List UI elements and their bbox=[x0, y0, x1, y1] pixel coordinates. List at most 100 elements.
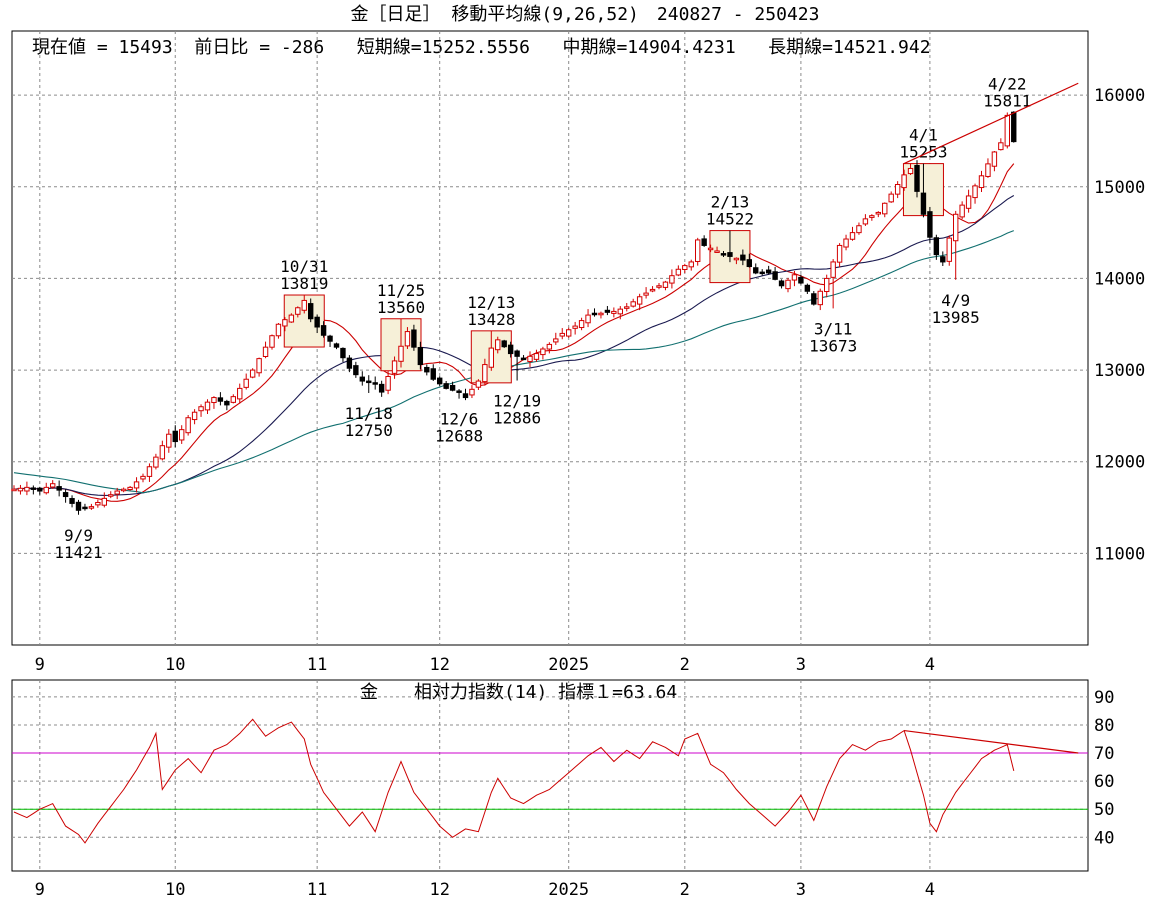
candle-body bbox=[701, 238, 707, 246]
candle-body bbox=[243, 378, 249, 388]
candle-body bbox=[836, 244, 843, 263]
candle-body bbox=[133, 481, 140, 489]
candle-body bbox=[514, 350, 520, 357]
rsi-x-tick: 2025 bbox=[548, 880, 589, 900]
candle-body bbox=[75, 501, 82, 511]
candle-body bbox=[972, 185, 978, 199]
candle-body bbox=[901, 174, 907, 189]
candle-body bbox=[217, 397, 224, 402]
candle-body bbox=[849, 232, 856, 240]
rsi-trend-line bbox=[904, 729, 1079, 754]
candle-body bbox=[733, 257, 740, 261]
candle-body bbox=[140, 475, 146, 480]
price-y-tick: 16000 bbox=[1094, 86, 1145, 106]
candle-body bbox=[391, 360, 398, 374]
candle-body bbox=[288, 314, 295, 323]
candle-body bbox=[488, 347, 495, 368]
rsi-line bbox=[13, 718, 1015, 844]
candle-body bbox=[146, 466, 153, 477]
candle-body bbox=[166, 433, 172, 448]
candle-body bbox=[566, 329, 572, 337]
candle-body bbox=[785, 279, 791, 290]
candle-body bbox=[675, 268, 682, 276]
candle-body bbox=[449, 384, 456, 391]
rsi-panel-frame bbox=[11, 679, 1089, 872]
annotation-date: 10/31 bbox=[280, 257, 328, 276]
annotation-value: 13428 bbox=[467, 310, 515, 329]
candle-body bbox=[340, 347, 346, 359]
price-y-tick: 15000 bbox=[1094, 178, 1145, 198]
candle-body bbox=[746, 259, 752, 268]
candle-body bbox=[611, 310, 617, 314]
candle-body bbox=[804, 284, 811, 292]
candle-body bbox=[462, 393, 469, 399]
candle-body bbox=[404, 331, 411, 347]
candle-body bbox=[527, 355, 533, 362]
price-y-tick: 12000 bbox=[1094, 453, 1145, 473]
candle-body bbox=[656, 285, 662, 288]
price-trend-line bbox=[903, 82, 1079, 165]
candle-body bbox=[469, 388, 475, 396]
annotation-value: 12750 bbox=[345, 421, 393, 440]
candle-body bbox=[443, 383, 449, 389]
annotation-date: 11/25 bbox=[377, 281, 425, 300]
candle-body bbox=[875, 211, 881, 215]
candle-body bbox=[346, 357, 353, 369]
candle-body bbox=[791, 274, 798, 281]
candle-body bbox=[198, 406, 204, 412]
candle-body bbox=[69, 498, 75, 504]
moving-averages bbox=[13, 163, 1015, 502]
candle-body bbox=[759, 271, 765, 275]
candle-body bbox=[604, 309, 611, 313]
price-x-tick: 11 bbox=[307, 655, 327, 675]
candle-body bbox=[95, 501, 101, 506]
candle-body bbox=[62, 492, 69, 498]
price-x-tick: 2 bbox=[680, 655, 690, 675]
candle-body bbox=[24, 486, 30, 492]
candle-body bbox=[495, 339, 501, 351]
candle-body bbox=[172, 430, 178, 443]
candle-body bbox=[333, 343, 340, 348]
candle-body bbox=[308, 303, 314, 320]
price-x-tick: 9 bbox=[35, 655, 45, 675]
candle-body bbox=[43, 486, 49, 494]
candle-body bbox=[17, 487, 24, 492]
annotation-value: 13560 bbox=[377, 298, 425, 317]
rsi-x-axis: 9 10 11 12 2025 2 3 4 bbox=[35, 880, 935, 900]
annotation-date: 4/1 bbox=[909, 126, 938, 145]
candle-body bbox=[727, 252, 733, 257]
candle-body bbox=[882, 202, 888, 215]
candle-body bbox=[811, 293, 817, 305]
candles bbox=[11, 111, 1017, 515]
rsi-x-tick: 12 bbox=[429, 880, 449, 900]
candle-body bbox=[598, 312, 604, 316]
rsi-title: 金 相対力指数(14) 指標１=63.64 bbox=[360, 682, 677, 703]
candle-body bbox=[191, 411, 198, 421]
candle-body bbox=[765, 269, 772, 274]
candle-body bbox=[540, 348, 546, 356]
candle-body bbox=[507, 344, 514, 355]
ma-line-52 bbox=[13, 230, 1014, 494]
candle-body bbox=[411, 329, 417, 348]
annotation-value: 13673 bbox=[809, 336, 857, 355]
price-grid bbox=[12, 31, 1088, 645]
candle-body bbox=[256, 358, 262, 374]
candle-body bbox=[978, 175, 985, 189]
candle-body bbox=[237, 387, 243, 400]
price-x-axis: 9 10 11 12 2025 2 3 4 bbox=[35, 655, 935, 675]
candle-body bbox=[772, 271, 778, 280]
candle-body bbox=[830, 261, 836, 278]
candle-body bbox=[230, 396, 237, 403]
annotation-value: 11421 bbox=[54, 543, 102, 562]
candle-body bbox=[682, 265, 688, 271]
candle-body bbox=[585, 314, 591, 324]
candle-body bbox=[572, 325, 578, 329]
candle-body bbox=[907, 167, 914, 175]
candle-body bbox=[856, 225, 862, 234]
rsi-y-tick: 40 bbox=[1094, 828, 1114, 848]
candle-body bbox=[501, 340, 507, 348]
candle-body bbox=[159, 445, 166, 460]
candle-body bbox=[630, 301, 636, 307]
candle-body bbox=[914, 164, 920, 192]
